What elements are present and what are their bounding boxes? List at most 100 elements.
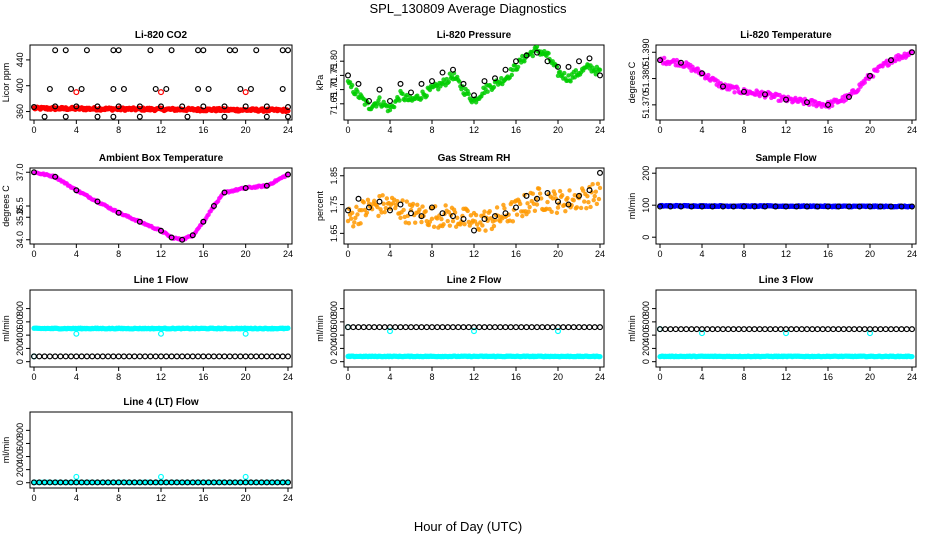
data-point-ring: [110, 47, 117, 54]
data-point: [372, 198, 377, 204]
data-point: [557, 69, 563, 75]
data-point-ring: [570, 324, 577, 331]
x-tick-label: 20: [241, 125, 251, 135]
data-point-ring: [285, 113, 292, 120]
data-point-ring: [94, 103, 101, 110]
data-point: [445, 218, 450, 224]
data-point-ring: [819, 326, 826, 333]
data-point-ring: [168, 234, 175, 241]
data-point: [909, 353, 915, 360]
x-tick-label: 20: [241, 493, 251, 503]
data-point: [510, 219, 516, 224]
data-point-ring: [247, 85, 254, 92]
x-tick-label: 0: [657, 249, 662, 259]
data-point-ring: [845, 203, 852, 210]
data-point-ring: [887, 203, 894, 210]
x-tick-label: 0: [345, 372, 350, 382]
data-point-ring: [110, 353, 117, 360]
data-point: [518, 201, 523, 207]
data-point-ring: [803, 203, 810, 210]
data-point-ring: [667, 326, 674, 333]
data-point: [592, 193, 597, 199]
data-point-ring: [471, 328, 478, 335]
y-tick-label: 0: [15, 359, 25, 364]
data-point-ring: [136, 218, 143, 225]
data-point-ring: [662, 326, 669, 333]
data-point: [480, 223, 485, 228]
data-point: [450, 218, 456, 224]
data-point: [544, 206, 549, 212]
data-point: [406, 220, 412, 226]
data-point-ring: [814, 203, 821, 210]
data-point-ring: [158, 227, 165, 234]
y-tick-label: 71.65: [329, 93, 339, 116]
data-point-ring: [444, 324, 451, 331]
data-point: [345, 218, 351, 224]
data-point-ring: [830, 326, 837, 333]
data-point-ring: [226, 47, 233, 54]
data-point-ring: [242, 473, 249, 480]
data-point: [530, 53, 535, 59]
data-point-ring: [492, 75, 499, 82]
data-point-ring: [460, 80, 467, 87]
plot-frame: [29, 411, 293, 489]
data-point-ring: [502, 66, 509, 73]
data-point-ring: [809, 326, 816, 333]
data-point-ring: [429, 78, 436, 85]
x-tick-label: 8: [116, 249, 121, 259]
data-point: [487, 209, 492, 214]
data-point-ring: [497, 324, 504, 331]
data-point-ring: [539, 324, 546, 331]
data-point: [441, 222, 446, 227]
x-tick-label: 0: [31, 125, 36, 135]
data-point-ring: [418, 213, 425, 220]
data-point: [417, 207, 422, 212]
x-tick-label: 0: [31, 372, 36, 382]
data-point-ring: [94, 113, 101, 120]
data-point-ring: [851, 326, 858, 333]
data-point-ring: [83, 353, 90, 360]
x-tick-label: 8: [116, 493, 121, 503]
data-point-ring: [73, 353, 80, 360]
data-point-ring: [83, 47, 90, 54]
x-tick-label: 24: [595, 125, 605, 135]
data-point: [565, 195, 570, 201]
data-point: [354, 204, 359, 210]
data-point: [563, 208, 568, 214]
data-point: [419, 219, 424, 225]
y-axis-label: percent: [315, 190, 325, 221]
data-point: [395, 199, 400, 204]
data-point-ring: [698, 330, 705, 337]
data-point: [424, 93, 429, 99]
data-point-ring: [903, 326, 910, 333]
data-point: [568, 79, 573, 84]
data-point-ring: [803, 326, 810, 333]
data-point-ring: [423, 324, 430, 331]
data-point: [447, 223, 453, 228]
x-tick-label: 12: [781, 249, 791, 259]
panel-title: Ambient Box Temperature: [99, 153, 224, 164]
y-tick-label: 71.75: [329, 64, 339, 87]
data-point-ring: [872, 326, 879, 333]
data-point: [560, 193, 565, 198]
data-point: [909, 49, 915, 55]
data-point-ring: [36, 353, 43, 360]
x-tick-label: 16: [823, 125, 833, 135]
figure-title: SPL_130809 Average Diagnostics: [369, 1, 567, 16]
data-point: [571, 198, 576, 203]
data-point-ring: [52, 103, 59, 110]
y-tick-label: 35.5: [15, 197, 25, 215]
y-tick-label: 600: [15, 436, 25, 451]
data-point-ring: [115, 103, 122, 110]
x-tick-label: 16: [198, 372, 208, 382]
data-point-ring: [418, 80, 425, 87]
data-point-ring: [523, 324, 530, 331]
data-point-ring: [756, 326, 763, 333]
y-tick-label: 1.65: [329, 225, 339, 243]
data-point-ring: [824, 326, 831, 333]
data-point: [491, 84, 497, 90]
data-point-ring: [62, 113, 69, 120]
data-point: [499, 75, 504, 81]
x-tick-label: 16: [198, 249, 208, 259]
data-point-ring: [195, 85, 202, 92]
